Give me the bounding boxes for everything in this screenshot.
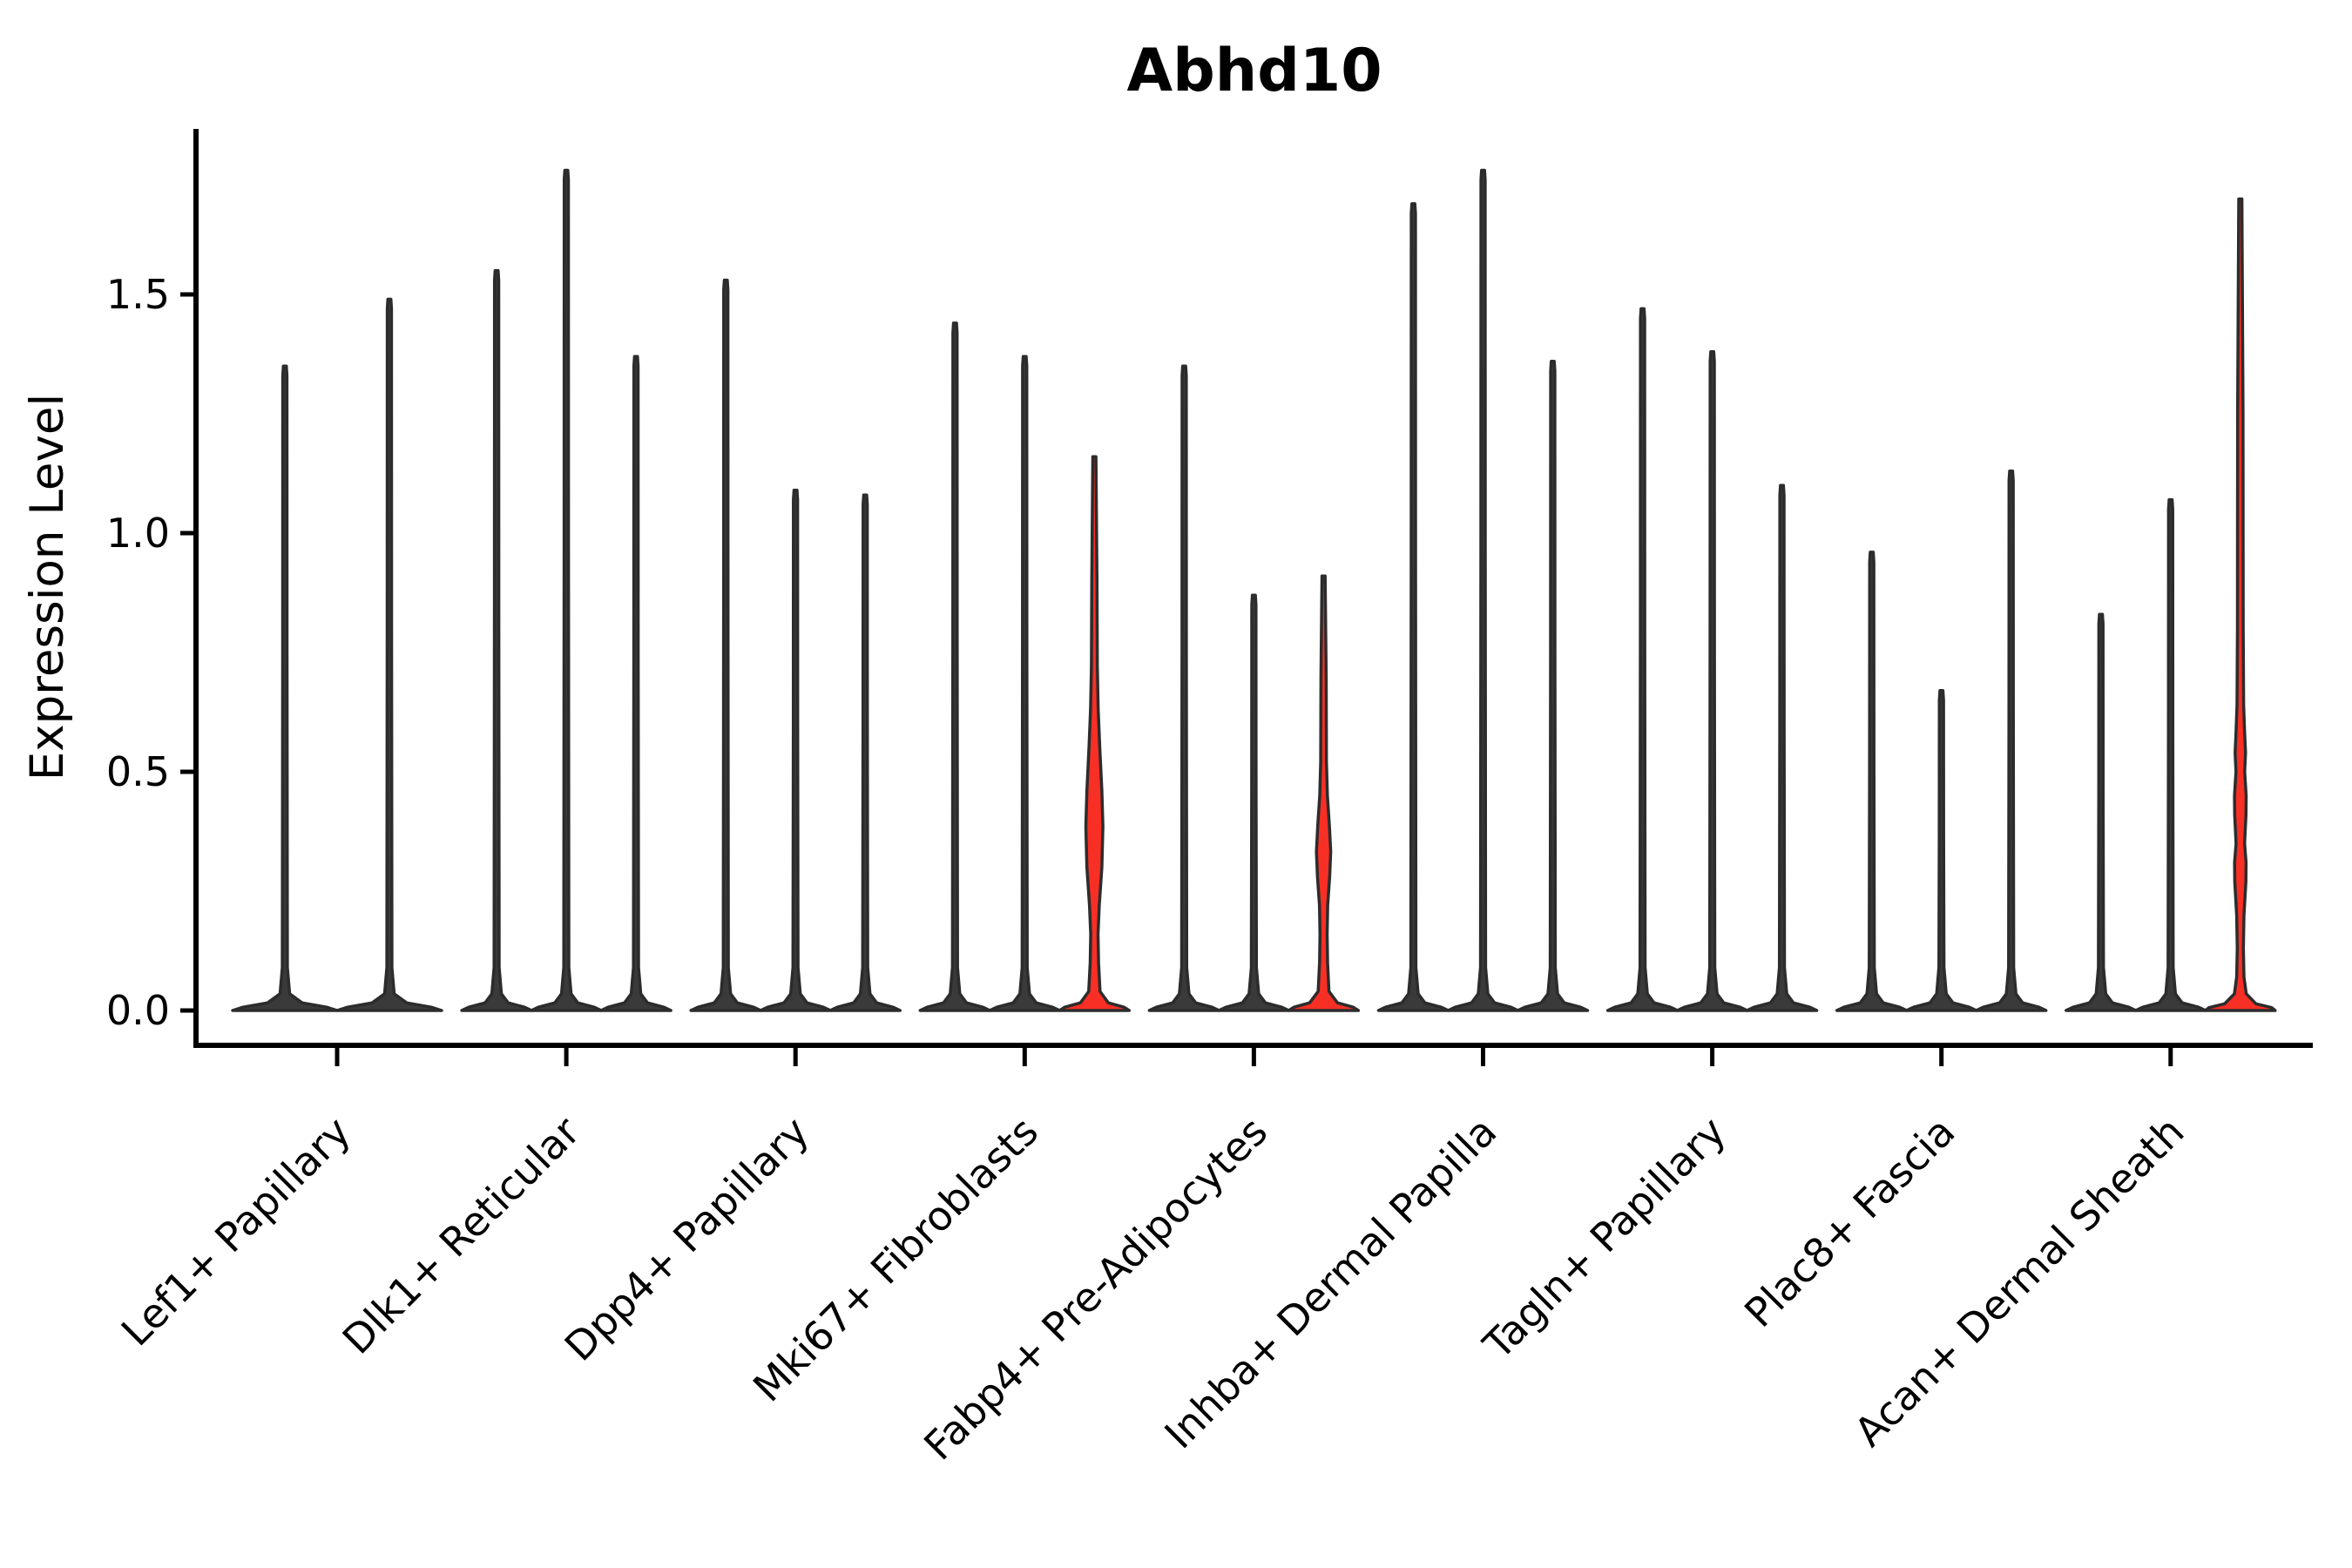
violin (1217, 593, 1291, 1012)
violin (2134, 497, 2207, 1012)
violin (1835, 551, 1909, 1012)
violin (335, 297, 443, 1012)
violin (231, 364, 339, 1012)
violin (1147, 364, 1221, 1012)
violin (988, 355, 1062, 1012)
y-tick-label: 1.5 (106, 271, 170, 318)
x-category-label: Lef1+ Papillary (112, 1108, 360, 1355)
y-tick-label: 0.0 (106, 987, 170, 1034)
violin (1605, 307, 1680, 1012)
violin (1516, 359, 1590, 1012)
y-axis-label: Expression Level (21, 394, 74, 781)
violin (1446, 168, 1520, 1012)
violin (759, 488, 832, 1012)
y-tick-label: 0.5 (106, 748, 170, 795)
violin-red (1287, 574, 1361, 1012)
violin (1904, 689, 1978, 1012)
violin (1974, 470, 2048, 1012)
chart-title: Abhd10 (1126, 37, 1382, 105)
x-category-label: Dlk1+ Reticular (334, 1108, 589, 1363)
violin (689, 278, 762, 1012)
violin (828, 493, 902, 1012)
x-category-label: Plac8+ Fascia (1735, 1108, 1963, 1336)
violin-red (1058, 455, 1132, 1012)
violins (231, 168, 2277, 1012)
violin (1745, 483, 1819, 1012)
x-category-label: Tagln+ Papillary (1474, 1108, 1735, 1369)
violin (599, 355, 672, 1012)
x-category-label: Dpp4+ Papillary (556, 1108, 818, 1370)
violin (460, 268, 533, 1012)
violin (1376, 202, 1450, 1012)
violin (530, 168, 603, 1012)
violin (2065, 612, 2138, 1012)
violin-red (2204, 197, 2277, 1012)
y-tick-label: 1.0 (106, 510, 170, 557)
violin (1675, 350, 1749, 1012)
violin (918, 321, 992, 1012)
